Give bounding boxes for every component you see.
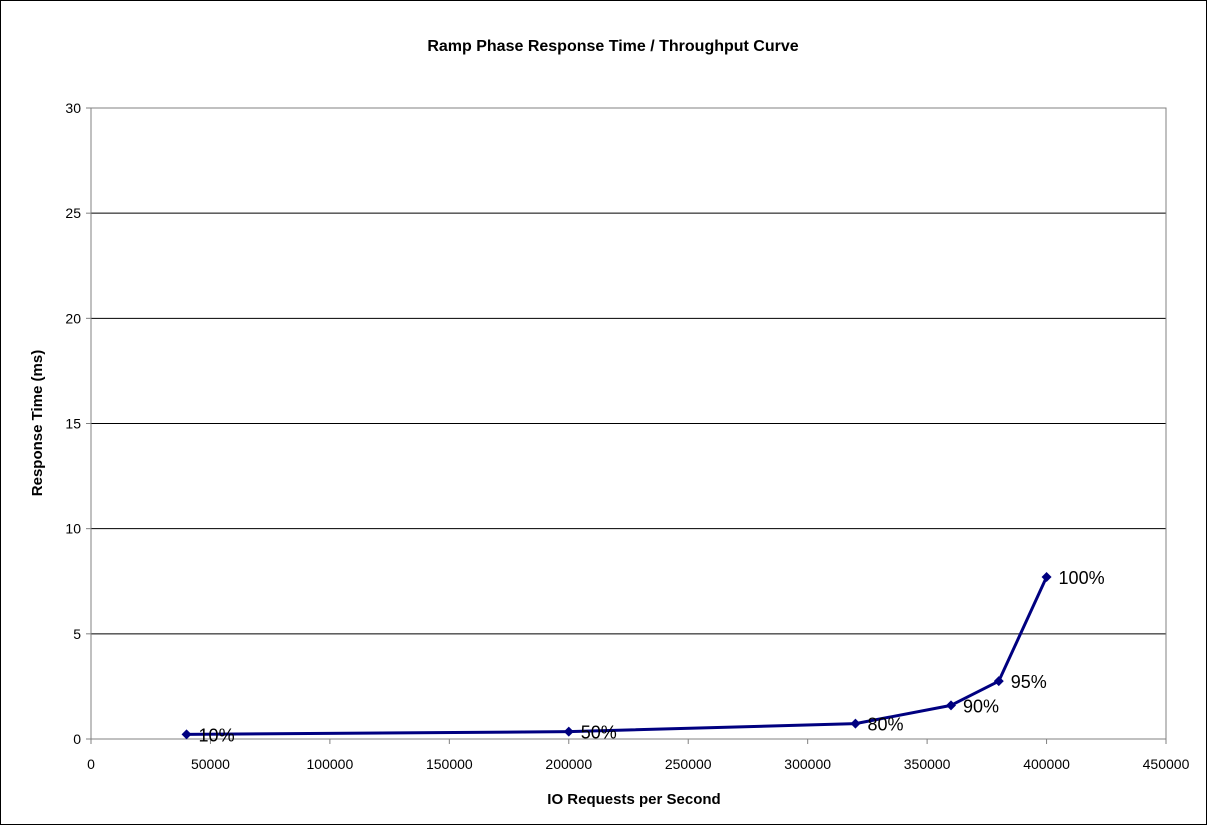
data-point-marker: [946, 700, 956, 711]
x-axis-label: IO Requests per Second: [547, 791, 720, 808]
data-point-label: 80%: [867, 715, 903, 735]
data-point-label: 10%: [199, 725, 235, 745]
chart-title: Ramp Phase Response Time / Throughput Cu…: [427, 38, 798, 55]
data-point-marker: [850, 718, 861, 729]
data-point-label: 50%: [581, 723, 617, 743]
y-tick-label: 0: [73, 731, 81, 747]
x-tick-label: 100000: [307, 756, 354, 772]
y-tick-label: 20: [65, 310, 81, 326]
data-point-marker: [993, 676, 1004, 687]
y-tick-label: 30: [65, 100, 81, 116]
series-layer: 10% 50% 80% 90% 95% 100%: [181, 568, 1105, 745]
data-point-label: 100%: [1059, 568, 1105, 588]
x-tick-label: 350000: [904, 756, 951, 772]
y-tick-label: 15: [65, 416, 81, 432]
y-tick-label: 25: [65, 205, 81, 221]
x-tick-label: 200000: [545, 756, 592, 772]
data-point-label: 95%: [1011, 672, 1047, 692]
data-point-marker: [563, 726, 574, 737]
x-tick-label: 400000: [1023, 756, 1070, 772]
data-point-marker: [181, 729, 192, 740]
x-tick-label: 150000: [426, 756, 473, 772]
y-axis-label: Response Time (ms): [29, 350, 46, 496]
x-axis-ticks: 0 50000 100000 150000 200000 250000 300000 3500…: [87, 739, 1190, 772]
y-axis-ticks: 0 5 10 15 20 25 30: [65, 100, 91, 747]
x-tick-label: 250000: [665, 756, 712, 772]
series-line: [186, 576, 1048, 736]
y-tick-label: 10: [65, 521, 81, 537]
x-tick-label: 300000: [784, 756, 831, 772]
data-point-marker: [1041, 572, 1052, 583]
data-point-label: 90%: [963, 696, 999, 716]
x-tick-label: 450000: [1143, 756, 1190, 772]
x-tick-label: 0: [87, 756, 95, 772]
grid-lines: [91, 107, 1166, 740]
y-tick-label: 5: [73, 626, 81, 642]
x-tick-label: 50000: [191, 756, 230, 772]
